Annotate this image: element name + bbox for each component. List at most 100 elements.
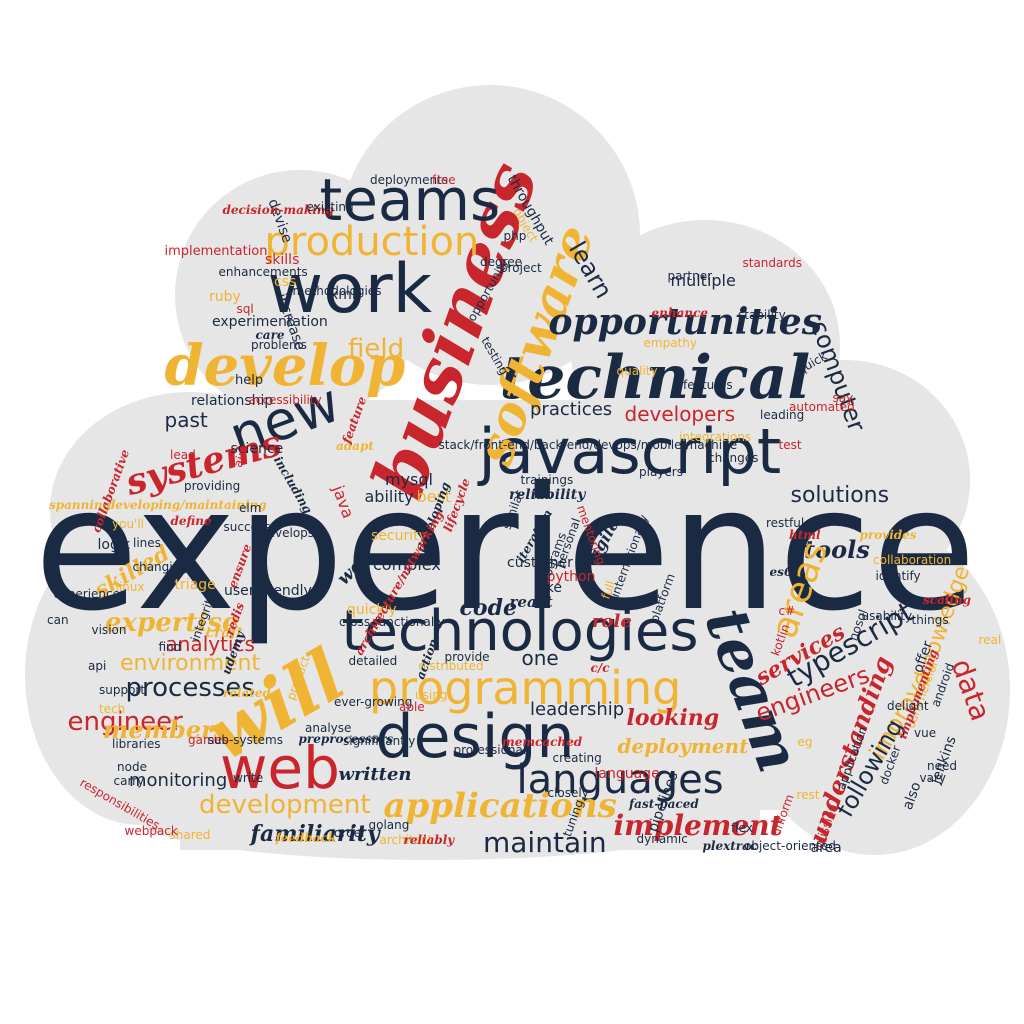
- word-2: javascript: [478, 415, 782, 488]
- word-172: significantly: [343, 734, 416, 748]
- word-64: best: [416, 487, 452, 506]
- word-179: provide: [444, 650, 490, 664]
- word-8: production: [264, 219, 480, 265]
- word-32: members: [103, 715, 228, 744]
- word-14: programming: [369, 661, 682, 715]
- word-91: project: [500, 261, 542, 275]
- word-202: providing: [184, 479, 241, 493]
- word-99: enhance: [651, 306, 709, 320]
- word-176: able: [399, 700, 425, 714]
- word-160: order: [334, 826, 366, 840]
- word-51: past: [164, 408, 208, 432]
- word-110: trainings: [520, 473, 574, 487]
- word-211: adapt: [336, 439, 374, 453]
- word-157: architect: [379, 833, 433, 847]
- word-139: also: [899, 779, 925, 813]
- word-12: opportunities: [548, 301, 822, 343]
- word-107: changes: [708, 451, 759, 465]
- word-17: web: [220, 734, 340, 802]
- word-57: one: [521, 646, 559, 670]
- word-76: experimentation: [212, 314, 328, 330]
- word-148: flex: [731, 821, 753, 835]
- word-135: vue: [914, 726, 937, 740]
- word-24: environment: [120, 651, 261, 676]
- word-61: written: [338, 764, 412, 785]
- word-125: things: [911, 613, 949, 627]
- word-87: deployments: [370, 173, 449, 187]
- word-34: computer: [804, 316, 871, 436]
- word-70: reliability: [509, 487, 586, 503]
- word-165: carry: [113, 774, 145, 788]
- word-75: methodologies: [292, 284, 382, 298]
- word-126: real: [978, 633, 1002, 647]
- word-82: xml: [330, 287, 356, 303]
- word-168: libraries: [112, 737, 161, 751]
- word-3: technical: [499, 343, 811, 413]
- word-46: leadership: [530, 699, 625, 720]
- word-21: development: [199, 790, 371, 820]
- word-208: success: [223, 520, 271, 534]
- word-98: empathy: [643, 336, 697, 350]
- word-185: tech: [99, 702, 126, 716]
- word-84: implementation: [164, 243, 268, 259]
- word-56: code: [459, 595, 517, 621]
- word-85: decision-making: [222, 203, 334, 217]
- word-65: react: [509, 592, 553, 611]
- word-22: maintain: [483, 826, 607, 859]
- word-205: define: [170, 514, 212, 528]
- word-194: craft: [205, 625, 243, 641]
- word-59: python: [546, 569, 596, 585]
- word-161: feedback: [275, 831, 337, 845]
- word-229: c/c: [590, 661, 610, 675]
- word-74: relationship: [191, 393, 274, 409]
- word-6: work: [267, 250, 433, 329]
- word-223: c#: [778, 604, 796, 618]
- word-163: webpack: [124, 824, 178, 838]
- word-198: spanning: [49, 498, 112, 512]
- word-174: ever-growing: [334, 695, 413, 709]
- word-100: features: [683, 378, 733, 392]
- word-162: shared: [169, 828, 211, 842]
- word-175: preprocessors: [298, 732, 394, 746]
- word-81: ruby: [209, 289, 241, 305]
- word-190: changing: [132, 560, 188, 574]
- word-204: developing/maintaining: [107, 498, 267, 512]
- word-201: accessibility: [248, 393, 322, 407]
- word-13: technologies: [341, 599, 699, 664]
- word-171: analyse: [305, 721, 352, 735]
- word-9: develop: [164, 333, 406, 399]
- word-105: integrations: [679, 430, 752, 444]
- word-68: quickly: [347, 602, 397, 618]
- word-218: test: [778, 438, 802, 452]
- word-197: can: [47, 613, 69, 627]
- word-167: node: [117, 760, 147, 774]
- word-155: creating: [552, 751, 602, 765]
- word-49: multiple: [670, 271, 736, 290]
- word-178: cross-functionally: [339, 615, 445, 629]
- word-183: api: [88, 659, 107, 673]
- word-101: stability: [738, 308, 786, 322]
- word-106: leading: [760, 408, 805, 422]
- word-45: familiarity: [250, 821, 380, 847]
- word-154: closely: [547, 786, 589, 800]
- word-44: monitoring: [129, 770, 228, 791]
- word-136: eg: [797, 735, 813, 749]
- word-92: php: [503, 229, 527, 243]
- word-86: existing: [306, 200, 354, 214]
- word-108: players: [639, 465, 683, 479]
- word-72: science: [230, 441, 284, 457]
- word-30: implement: [613, 809, 783, 842]
- word-71: customer: [507, 555, 573, 571]
- word-200: lead: [170, 448, 196, 462]
- word-215: care: [255, 328, 285, 342]
- word-52: practices: [530, 399, 613, 420]
- word-83: sql: [236, 302, 254, 316]
- word-177: detailed: [348, 654, 398, 668]
- word-207: develops: [260, 526, 315, 540]
- word-206: elm: [239, 501, 262, 515]
- word-184: support: [99, 683, 146, 697]
- word-16: design: [375, 702, 575, 772]
- word-119: restful: [766, 516, 805, 530]
- word-60: role: [592, 611, 632, 632]
